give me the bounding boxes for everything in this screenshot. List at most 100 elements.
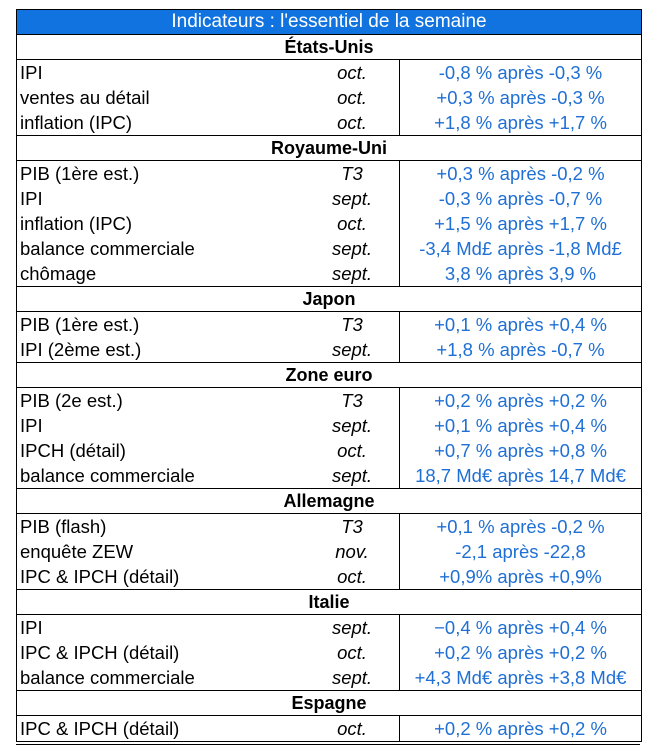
indicator-row: PIB (2e est.) T3 +0,2 % après +0,2 %	[17, 388, 641, 413]
indicator-name: balance commerciale	[20, 667, 195, 688]
country-section: États-Unis IPI oct. -0,8 % après -0,3 % vent…	[17, 35, 641, 136]
indicator-value: +0,2 % après +0,2 %	[434, 642, 607, 663]
country-section: Zone euro PIB (2e est.) T3 +0,2 % après +0,…	[17, 363, 641, 489]
indicator-row: IPC & IPCH (détail) oct. +0,2 % après +0,2…	[17, 716, 641, 741]
country-heading: États-Unis	[17, 35, 641, 60]
indicator-name: IPC & IPCH (détail)	[20, 642, 180, 663]
indicator-row: ventes au détail oct. +0,3 % après -0,3 %	[17, 85, 641, 110]
indicator-value: -0,3 % après -0,7 %	[438, 188, 603, 209]
indicator-name: IPI	[20, 62, 43, 83]
indicator-period: T3	[305, 514, 400, 539]
indicator-row: PIB (flash) T3 +0,1 % après -0,2 %	[17, 514, 641, 539]
country-heading: Allemagne	[17, 489, 641, 514]
indicator-row: chômage sept. 3,8 % après 3,9 %	[17, 261, 641, 286]
country-heading: Italie	[17, 590, 641, 615]
indicator-name: chômage	[20, 263, 97, 284]
indicator-value: +1,5 % après +1,7 %	[434, 213, 607, 234]
indicator-value: +0,3 % après -0,3 %	[436, 87, 605, 108]
indicator-period: oct.	[305, 564, 400, 589]
indicator-name: PIB (2e est.)	[20, 390, 123, 411]
indicator-value: +0,2 % après +0,2 %	[434, 718, 607, 739]
indicator-row: PIB (1ère est.) T3 +0,3 % après -0,2 %	[17, 161, 641, 186]
indicator-value: +0,1 % après -0,2 %	[436, 516, 605, 537]
indicator-row: enquête ZEW nov. -2,1 après -22,8	[17, 539, 641, 564]
indicator-name: inflation (IPC)	[20, 112, 133, 133]
country-section: Italie IPI sept. −0,4 % après +0,4 % IPC & I…	[17, 590, 641, 691]
indicator-value: 18,7 Md€ après 14,7 Md€	[415, 465, 626, 486]
indicator-row: balance commerciale sept. -3,4 Md£ après -…	[17, 236, 641, 261]
indicator-period: sept.	[305, 236, 400, 261]
indicator-period: oct.	[305, 438, 400, 463]
indicator-value: +0,9% après +0,9%	[439, 566, 602, 587]
indicator-row: balance commerciale sept. 18,7 Md€ après 1…	[17, 463, 641, 488]
indicator-row: IPI sept. −0,4 % après +0,4 %	[17, 615, 641, 640]
indicator-name: IPC & IPCH (détail)	[20, 718, 180, 739]
indicator-name: inflation (IPC)	[20, 213, 133, 234]
indicator-row: inflation (IPC) oct. +1,5 % après +1,7 %	[17, 211, 641, 236]
indicator-period: sept.	[305, 615, 400, 640]
indicators-table: Indicateurs : l'essentiel de la semaine …	[16, 9, 642, 742]
indicator-value: +0,2 % après +0,2 %	[434, 390, 607, 411]
indicator-name: balance commerciale	[20, 465, 195, 486]
indicator-period: oct.	[305, 110, 400, 135]
indicator-period: oct.	[305, 60, 400, 85]
indicator-value: +0,7 % après +0,8 %	[434, 440, 607, 461]
country-section: Espagne IPC & IPCH (détail) oct. +0,2 % apr…	[17, 691, 641, 741]
indicator-row: PIB (1ère est.) T3 +0,1 % après +0,4 %	[17, 312, 641, 337]
indicator-period: sept.	[305, 261, 400, 286]
indicator-value: +1,8 % après +1,7 %	[434, 112, 607, 133]
indicator-name: PIB (flash)	[20, 516, 107, 537]
indicator-name: IPI	[20, 617, 43, 638]
country-section: Japon PIB (1ère est.) T3 +0,1 % après +0,4 …	[17, 287, 641, 363]
country-heading: Japon	[17, 287, 641, 312]
sections-container: États-Unis IPI oct. -0,8 % après -0,3 % vent…	[17, 35, 641, 741]
indicator-name: ventes au détail	[20, 87, 150, 108]
indicator-period: T3	[305, 312, 400, 337]
indicator-row: IPI oct. -0,8 % après -0,3 %	[17, 60, 641, 85]
indicator-value: -2,1 après -22,8	[455, 541, 586, 562]
indicator-value: −0,4 % après +0,4 %	[434, 617, 607, 638]
indicator-period: oct.	[305, 211, 400, 236]
indicator-row: balance commerciale sept. +4,3 Md€ après +…	[17, 665, 641, 690]
indicator-value: -0,8 % après -0,3 %	[438, 62, 603, 83]
indicator-period: oct.	[305, 640, 400, 665]
indicator-value: +0,1 % après +0,4 %	[434, 314, 607, 335]
indicator-name: PIB (1ère est.)	[20, 314, 140, 335]
indicator-period: sept.	[305, 337, 400, 362]
country-heading: Royaume-Uni	[17, 136, 641, 161]
indicator-row: IPI sept. -0,3 % après -0,7 %	[17, 186, 641, 211]
indicator-period: nov.	[305, 539, 400, 564]
indicator-period: sept.	[305, 186, 400, 211]
indicator-row: IPCH (détail) oct. +0,7 % après +0,8 %	[17, 438, 641, 463]
indicator-row: IPI (2ème est.) sept. +1,8 % après -0,7 %	[17, 337, 641, 362]
indicator-period: sept.	[305, 413, 400, 438]
indicator-row: IPI sept. +0,1 % après +0,4 %	[17, 413, 641, 438]
indicator-name: balance commerciale	[20, 238, 195, 259]
indicator-value: +0,3 % après -0,2 %	[436, 163, 605, 184]
indicator-row: IPC & IPCH (détail) oct. +0,9% après +0,9%	[17, 564, 641, 589]
bottom-divider	[16, 744, 640, 745]
country-heading: Espagne	[17, 691, 641, 716]
indicator-value: +0,1 % après +0,4 %	[434, 415, 607, 436]
indicator-row: inflation (IPC) oct. +1,8 % après +1,7 %	[17, 110, 641, 135]
indicator-name: enquête ZEW	[20, 541, 134, 562]
table-title: Indicateurs : l'essentiel de la semaine	[17, 10, 641, 35]
country-section: Allemagne PIB (flash) T3 +0,1 % après -0,2 …	[17, 489, 641, 590]
country-section: Royaume-Uni PIB (1ère est.) T3 +0,3 % après…	[17, 136, 641, 287]
country-heading: Zone euro	[17, 363, 641, 388]
indicator-name: IPI (2ème est.)	[20, 339, 142, 360]
indicator-value: -3,4 Md£ après -1,8 Md£	[419, 238, 622, 259]
indicator-period: T3	[305, 161, 400, 186]
indicator-name: IPCH (détail)	[20, 440, 126, 461]
indicator-name: PIB (1ère est.)	[20, 163, 140, 184]
indicator-name: IPI	[20, 415, 43, 436]
indicator-period: sept.	[305, 463, 400, 488]
indicator-value: +4,3 Md€ après +3,8 Md€	[414, 667, 627, 688]
indicator-value: +1,8 % après -0,7 %	[436, 339, 605, 360]
indicator-name: IPC & IPCH (détail)	[20, 566, 180, 587]
indicator-period: oct.	[305, 716, 400, 741]
indicator-period: oct.	[305, 85, 400, 110]
indicator-row: IPC & IPCH (détail) oct. +0,2 % après +0,2…	[17, 640, 641, 665]
indicator-period: sept.	[305, 665, 400, 690]
indicator-name: IPI	[20, 188, 43, 209]
